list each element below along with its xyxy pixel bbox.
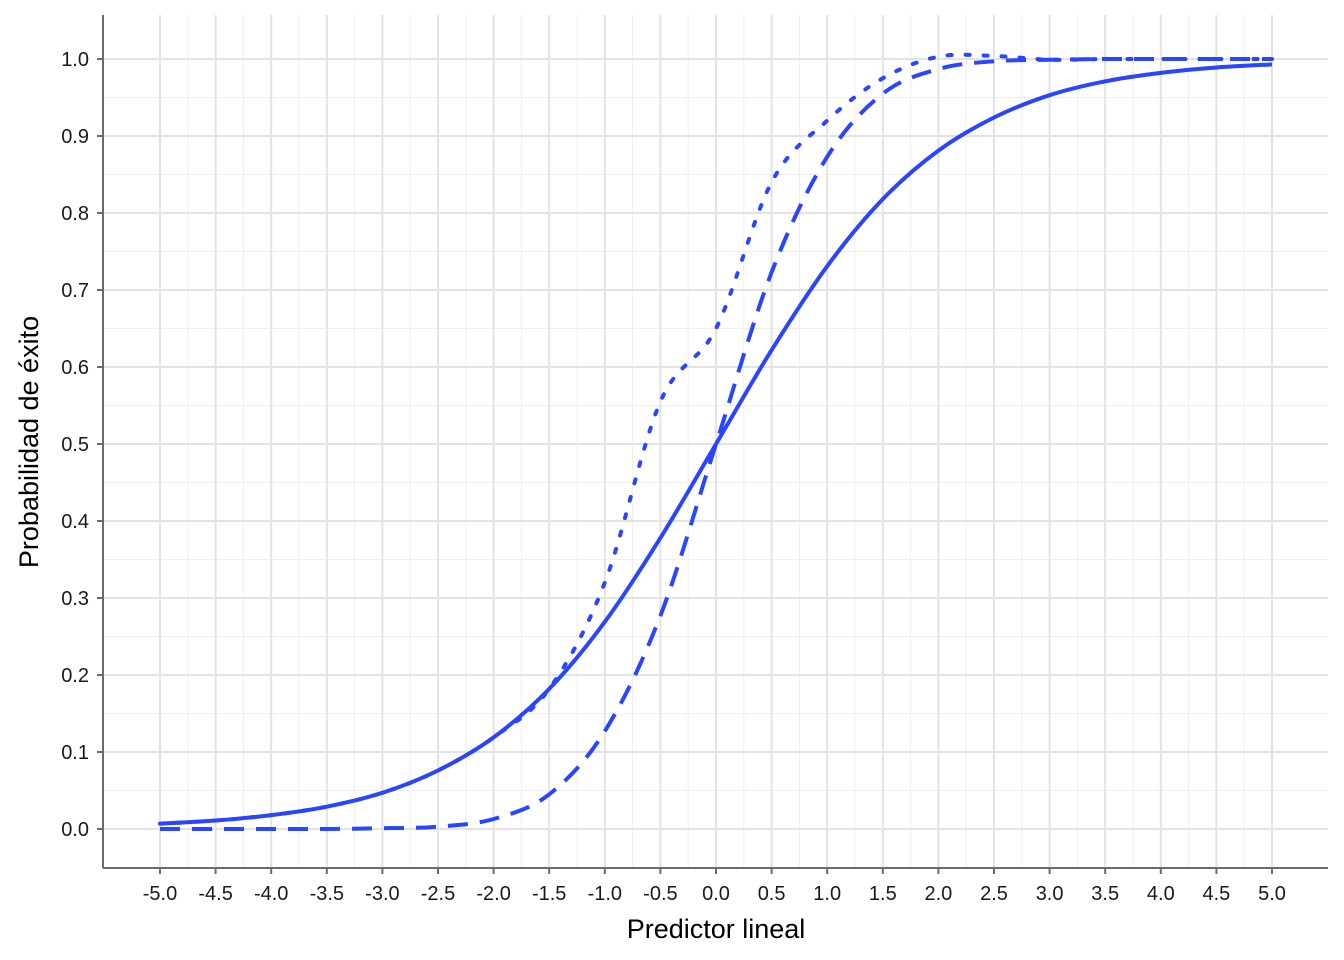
x-tick-label: -2.5 <box>421 883 455 905</box>
x-tick-label: 3.5 <box>1091 883 1119 905</box>
x-tick-label: 0.0 <box>702 883 730 905</box>
x-tick-label: -1.5 <box>532 883 566 905</box>
x-tick-label: 4.0 <box>1147 883 1175 905</box>
x-tick-label: -2.0 <box>476 883 510 905</box>
series-line-solid <box>159 62 1273 826</box>
x-tick-label: -4.5 <box>198 883 232 905</box>
y-tick-label: 0.2 <box>61 665 89 687</box>
y-tick-label: 0.7 <box>61 280 89 302</box>
series-layer <box>158 52 1274 832</box>
x-tick-label: -5.0 <box>143 883 177 905</box>
y-tick-label: 0.5 <box>61 434 89 456</box>
y-tick-label: 0.3 <box>61 588 89 610</box>
x-axis-title: Predictor lineal <box>627 914 806 944</box>
y-axis-title: Probabilidad de éxito <box>14 316 44 568</box>
x-tick-label: 5.0 <box>1258 883 1286 905</box>
x-tick-label: 1.0 <box>813 883 841 905</box>
series-line-dashed <box>160 56 1272 832</box>
x-tick-label: -3.0 <box>365 883 399 905</box>
y-tick-label: 0.4 <box>61 511 89 533</box>
y-tick-label: 0.0 <box>61 819 89 841</box>
y-tick-label: 1.0 <box>61 49 89 71</box>
axes-layer <box>97 15 1328 874</box>
x-tick-label: 0.5 <box>758 883 786 905</box>
x-tick-label: -3.5 <box>310 883 344 905</box>
x-tick-label: -4.0 <box>254 883 288 905</box>
y-tick-labels: 0.0 0.1 0.2 0.3 0.4 0.5 0.6 0.7 0.8 0.9 1.0 <box>61 49 89 841</box>
x-tick-label: 4.5 <box>1202 883 1230 905</box>
y-tick-label: 0.8 <box>61 203 89 225</box>
x-tick-label: -0.5 <box>643 883 677 905</box>
y-tick-label: 0.9 <box>61 126 89 148</box>
y-tick-label: 0.6 <box>61 357 89 379</box>
grid-major <box>103 15 1328 868</box>
x-tick-label: -1.0 <box>588 883 622 905</box>
x-tick-label: 2.5 <box>980 883 1008 905</box>
y-tick-label: 0.1 <box>61 742 89 764</box>
x-tick-label: 3.0 <box>1036 883 1064 905</box>
x-tick-label: 1.5 <box>869 883 897 905</box>
x-tick-label: 2.0 <box>924 883 952 905</box>
x-tick-labels: -5.0 -4.5 -4.0 -3.5 -3.0 -2.5 -2.0 -1.5 -1.0 -0.5… <box>143 883 1286 905</box>
